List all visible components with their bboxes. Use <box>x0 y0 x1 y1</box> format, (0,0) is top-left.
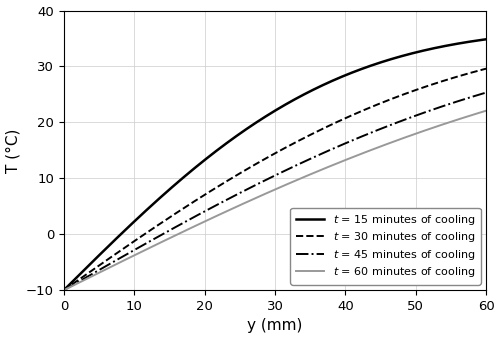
$t$ = 15 minutes of cooling <box>247 125 253 129</box>
$t$ = 60 minutes of cooling <box>61 288 67 292</box>
$t$ = 45 minutes of cooling <box>61 288 67 292</box>
$t$ = 15 minutes of cooling <box>483 37 489 41</box>
$t$ = 30 minutes of cooling <box>61 288 67 292</box>
$t$ = 30 minutes of cooling <box>483 67 489 71</box>
$t$ = 30 minutes of cooling <box>232 175 237 179</box>
$t$ = 45 minutes of cooling <box>351 138 357 142</box>
$t$ = 60 minutes of cooling <box>390 140 396 144</box>
$t$ = 60 minutes of cooling <box>483 109 489 113</box>
Legend: $t$ = 15 minutes of cooling, $t$ = 30 minutes of cooling, $t$ = 45 minutes of co: $t$ = 15 minutes of cooling, $t$ = 30 mi… <box>290 207 480 285</box>
$t$ = 45 minutes of cooling <box>390 122 396 126</box>
$t$ = 30 minutes of cooling <box>390 96 396 100</box>
$t$ = 45 minutes of cooling <box>247 186 253 190</box>
$t$ = 60 minutes of cooling <box>104 267 110 271</box>
Y-axis label: T (°C): T (°C) <box>6 128 20 173</box>
$t$ = 60 minutes of cooling <box>351 155 357 159</box>
$t$ = 30 minutes of cooling <box>398 94 404 98</box>
X-axis label: y (mm): y (mm) <box>248 318 302 334</box>
$t$ = 15 minutes of cooling <box>232 135 237 139</box>
$t$ = 45 minutes of cooling <box>104 263 110 267</box>
$t$ = 30 minutes of cooling <box>247 165 253 170</box>
$t$ = 15 minutes of cooling <box>351 70 357 74</box>
Line: $t$ = 30 minutes of cooling: $t$ = 30 minutes of cooling <box>64 69 486 290</box>
$t$ = 30 minutes of cooling <box>104 258 110 262</box>
$t$ = 60 minutes of cooling <box>232 205 237 210</box>
$t$ = 45 minutes of cooling <box>398 119 404 123</box>
$t$ = 15 minutes of cooling <box>104 245 110 250</box>
$t$ = 15 minutes of cooling <box>390 57 396 61</box>
$t$ = 15 minutes of cooling <box>61 288 67 292</box>
$t$ = 15 minutes of cooling <box>398 54 404 58</box>
Line: $t$ = 60 minutes of cooling: $t$ = 60 minutes of cooling <box>64 111 486 290</box>
$t$ = 45 minutes of cooling <box>232 194 237 198</box>
$t$ = 60 minutes of cooling <box>247 199 253 203</box>
$t$ = 45 minutes of cooling <box>483 91 489 95</box>
Line: $t$ = 45 minutes of cooling: $t$ = 45 minutes of cooling <box>64 93 486 290</box>
$t$ = 60 minutes of cooling <box>398 137 404 141</box>
$t$ = 30 minutes of cooling <box>351 113 357 117</box>
Line: $t$ = 15 minutes of cooling: $t$ = 15 minutes of cooling <box>64 39 486 290</box>
